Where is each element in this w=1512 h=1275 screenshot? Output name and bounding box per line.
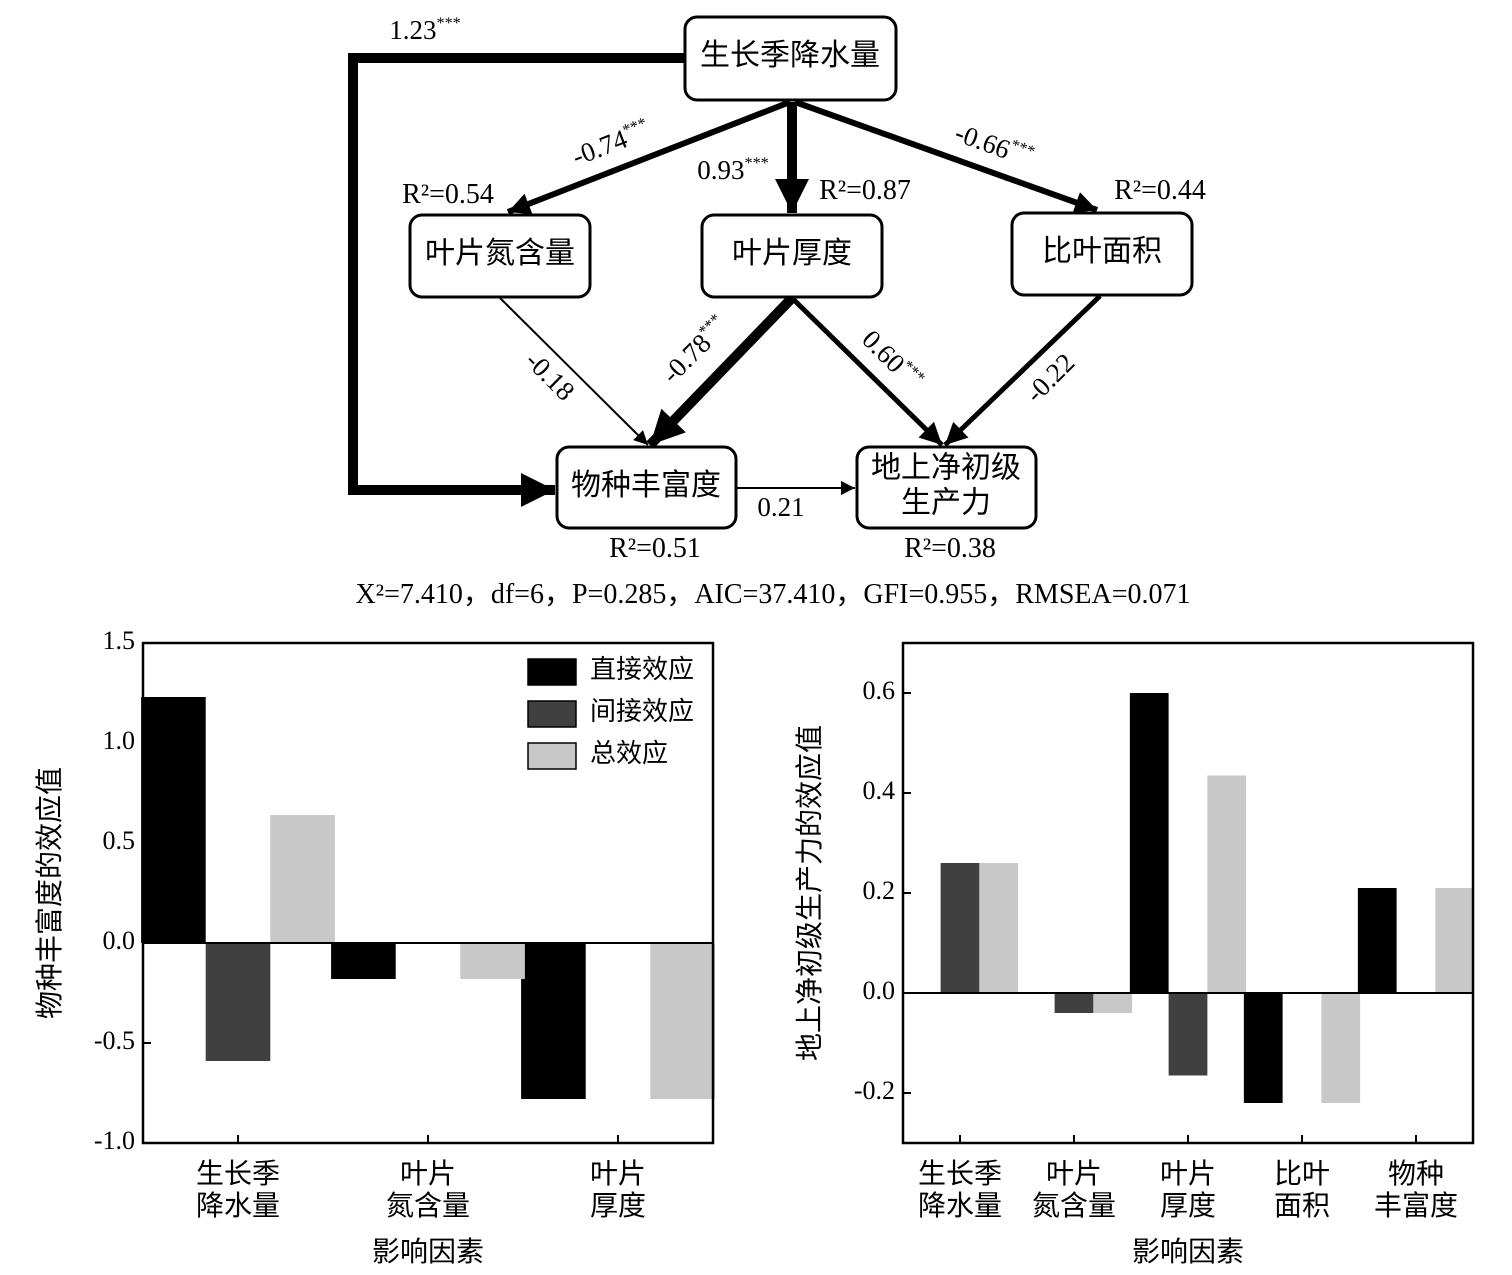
legend-swatch (527, 742, 577, 770)
x-tick-label: 叶片厚度 (590, 1158, 646, 1222)
y-tick-label: -1.0 (94, 1126, 135, 1155)
bar (460, 943, 525, 979)
node-label: 地上净初级生产力 (871, 451, 1021, 519)
edge (348, 53, 685, 507)
bar (521, 943, 586, 1099)
bar (1168, 993, 1208, 1076)
bar (1435, 888, 1475, 993)
edge (943, 294, 1102, 447)
y-axis-title: 地上净初级生产力的效应值 (794, 725, 826, 1061)
edge-label: 1.23*** (389, 14, 461, 45)
bar (331, 943, 396, 979)
x-tick-label: 叶片厚度 (1160, 1158, 1216, 1222)
bar (940, 863, 980, 993)
x-axis-title: 影响因素 (1132, 1236, 1244, 1268)
node-label: 比叶面积 (1042, 235, 1162, 268)
r-squared: R²=0.38 (904, 533, 996, 564)
r-squared: R²=0.87 (819, 175, 911, 206)
y-tick-label: 1.0 (103, 726, 136, 755)
edge-label: 0.93*** (697, 154, 769, 185)
bar (1054, 993, 1094, 1013)
r-squared: R²=0.44 (1114, 175, 1206, 206)
y-tick-label: 0.6 (863, 676, 896, 705)
fit-statistics: X²=7.410，df=6，P=0.285，AIC=37.410，GFI=0.9… (355, 579, 1190, 610)
x-tick-label: 生长季降水量 (196, 1158, 280, 1222)
node-label: 物种丰富度 (571, 469, 721, 502)
x-tick-label: 生长季降水量 (918, 1158, 1002, 1222)
bar (1129, 693, 1169, 993)
legend-swatch (527, 658, 577, 686)
bar (650, 943, 715, 1099)
edge (793, 99, 1099, 213)
bar (205, 943, 271, 1061)
bar (1207, 775, 1247, 993)
y-tick-label: 1.5 (103, 626, 136, 655)
edge (646, 294, 796, 449)
bar (1321, 993, 1361, 1103)
x-axis-title: 影响因素 (372, 1236, 484, 1268)
bar (1357, 888, 1397, 993)
y-tick-label: -0.5 (94, 1026, 135, 1055)
node-label: 叶片厚度 (732, 237, 852, 270)
bar (1243, 993, 1283, 1103)
x-tick-label: 物种丰富度 (1374, 1158, 1458, 1222)
edge (790, 296, 944, 447)
edge (506, 99, 792, 215)
x-tick-label: 叶片氮含量 (1032, 1158, 1116, 1222)
y-tick-label: 0.4 (863, 776, 896, 805)
path-diagram: 生长季降水量 叶片氮含量 叶片厚度 比叶面积 物种丰富度 地上净初级生产力 R²… (348, 14, 1206, 610)
y-axis-title: 物种丰富度的效应值 (34, 767, 66, 1019)
edge-label: -0.22 (1020, 348, 1081, 409)
node-label: 生长季降水量 (700, 39, 880, 72)
bar (979, 863, 1019, 993)
r-squared: R²=0.54 (402, 179, 494, 210)
bar (270, 815, 335, 943)
bar (1093, 993, 1133, 1013)
r-squared: R²=0.51 (609, 533, 701, 564)
x-tick-label: 叶片氮含量 (386, 1158, 470, 1222)
edge-label: -0.18 (519, 346, 580, 407)
y-tick-label: -0.2 (854, 1076, 895, 1105)
node-box (1010, 211, 1194, 297)
edge-label: 0.60*** (856, 323, 929, 396)
x-tick-label: 比叶面积 (1274, 1158, 1330, 1222)
node-box (555, 445, 738, 530)
node-box (700, 213, 884, 299)
bar (141, 697, 206, 943)
legend-swatch (527, 700, 577, 728)
y-tick-label: 0.2 (863, 876, 896, 905)
node-box (408, 213, 592, 299)
node-label: 叶片氮含量 (425, 237, 575, 270)
y-tick-label: 0.0 (863, 976, 896, 1005)
edge-label: 0.21 (757, 492, 804, 522)
legend-label: 直接效应 (590, 655, 694, 684)
y-tick-label: 0.0 (103, 926, 136, 955)
y-tick-label: 0.5 (103, 826, 136, 855)
legend-label: 总效应 (590, 739, 668, 768)
node-box (855, 445, 1038, 530)
node-box (683, 15, 898, 102)
legend-label: 间接效应 (590, 697, 694, 726)
edge (499, 297, 649, 446)
